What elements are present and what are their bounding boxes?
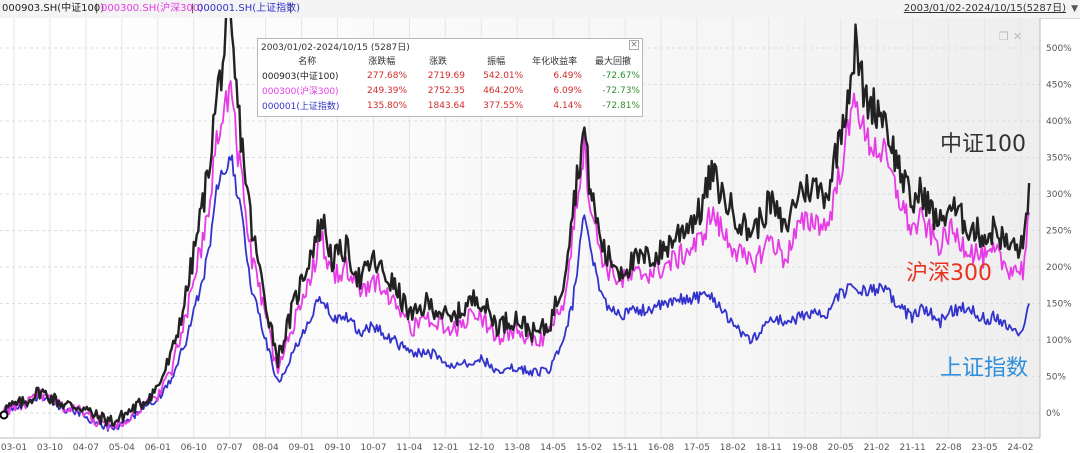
y-tick-label: 500% xyxy=(1046,44,1072,54)
x-tick-label: 24-02 xyxy=(1007,443,1033,453)
x-tick-label: 12-10 xyxy=(468,443,494,453)
x-tick-label: 17-05 xyxy=(684,443,710,453)
toolbar-separator: | xyxy=(95,3,99,14)
y-tick-label: 100% xyxy=(1046,336,1072,346)
stats-header-row: 名称 涨跌幅 涨跌 振幅 年化收益率 最大回撤 xyxy=(260,53,642,68)
stats-row[interactable]: 000300(沪深300) 249.39% 2752.35 464.20% 6.… xyxy=(260,83,642,98)
y-tick-label: 250% xyxy=(1046,227,1072,237)
x-tick-label: 08-04 xyxy=(253,443,279,453)
row-name: 000903(中证100) xyxy=(262,72,339,82)
x-tick-label: 11-04 xyxy=(396,443,422,453)
x-tick-label: 09-01 xyxy=(288,443,314,453)
y-tick-label: 450% xyxy=(1046,81,1072,91)
row-annual: 6.49% xyxy=(553,70,582,81)
triangle-down-icon[interactable]: ▼ xyxy=(1071,4,1078,14)
header-amplitude: 振幅 xyxy=(487,57,506,67)
series-tab-sse[interactable]: 000001.SH(上证指数) xyxy=(197,3,301,14)
row-annual: 4.14% xyxy=(553,100,582,111)
stats-panel-title: 2003/01/02-2024/10/15 (5287日) xyxy=(261,43,410,53)
row-amplitude: 377.55% xyxy=(483,100,524,111)
x-tick-label: 15-02 xyxy=(576,443,602,453)
series-line-2 xyxy=(1,154,1030,432)
x-tick-label: 10-07 xyxy=(360,443,386,453)
header-drawdown: 最大回撤 xyxy=(594,57,631,67)
row-drawdown: -72.67% xyxy=(602,70,640,81)
series-line-0 xyxy=(1,18,1031,427)
row-change-pct: 135.80% xyxy=(367,100,408,111)
y-tick-label: 200% xyxy=(1046,263,1072,273)
x-tick-label: 06-10 xyxy=(181,443,207,453)
x-tick-label: 20-05 xyxy=(828,443,854,453)
header-annual: 年化收益率 xyxy=(532,57,578,67)
y-tick-label: 50% xyxy=(1046,373,1066,383)
x-tick-label: 03-01 xyxy=(1,443,27,453)
stats-row[interactable]: 000903(中证100) 277.68% 2719.69 542.01% 6.… xyxy=(260,68,642,83)
row-drawdown: -72.81% xyxy=(602,100,640,111)
series-line-1 xyxy=(1,80,1030,431)
close-box-icon[interactable]: × xyxy=(629,40,639,50)
row-name: 000300(沪深300) xyxy=(262,87,339,97)
x-tick-label: 07-07 xyxy=(217,443,243,453)
y-tick-label: 400% xyxy=(1046,117,1072,127)
header-change-pct: 涨跌幅 xyxy=(368,57,396,67)
row-amplitude: 542.01% xyxy=(483,70,524,81)
x-tick-label: 22-08 xyxy=(935,443,961,453)
toolbar-separator: | xyxy=(191,3,195,14)
x-tick-label: 14-05 xyxy=(540,443,566,453)
row-drawdown: -72.73% xyxy=(602,85,640,96)
line-chart: 0% 50% 100% 150% 200% 250% 300% 350% 400% 450% 500… xyxy=(0,18,1072,453)
series-tab-hs300[interactable]: 000300.SH(沪深300) xyxy=(101,3,204,14)
header-name: 名称 xyxy=(298,57,317,67)
x-tick-label: 13-08 xyxy=(504,443,530,453)
stats-table: 名称 涨跌幅 涨跌 振幅 年化收益率 最大回撤 000903(中证100) 27… xyxy=(260,53,642,113)
y-tick-label: 0% xyxy=(1046,409,1061,419)
toolbar-separator: | xyxy=(289,3,293,14)
y-tick-label: 150% xyxy=(1046,300,1072,310)
x-tick-label: 06-01 xyxy=(145,443,171,453)
x-tick-label: 16-08 xyxy=(648,443,674,453)
row-annual: 6.09% xyxy=(553,85,582,96)
y-tick-label: 350% xyxy=(1046,154,1072,164)
x-tick-label: 03-10 xyxy=(37,443,63,453)
x-tick-label: 05-04 xyxy=(109,443,135,453)
x-tick-label: 23-05 xyxy=(971,443,997,453)
series-tab-csi100[interactable]: 000903.SH(中证100) xyxy=(2,3,105,14)
row-change-pct: 249.39% xyxy=(367,85,408,96)
row-change-pct: 277.68% xyxy=(367,70,408,81)
x-tick-label: 04-07 xyxy=(73,443,99,453)
y-tick-label: 300% xyxy=(1046,190,1072,200)
x-tick-label: 09-10 xyxy=(324,443,350,453)
date-range-link[interactable]: 2003/01/02-2024/10/15(5287日) xyxy=(903,3,1066,14)
row-change: 2719.69 xyxy=(427,70,465,81)
row-name: 000001(上证指数) xyxy=(262,102,340,112)
label-csi100: 中证100 xyxy=(940,132,1026,157)
restore-icon[interactable]: ❐ xyxy=(999,30,1013,43)
x-tick-label: 18-02 xyxy=(720,443,746,453)
header-change: 涨跌 xyxy=(429,57,448,67)
x-tick-label: 19-08 xyxy=(792,443,818,453)
label-sse: 上证指数 xyxy=(940,356,1029,381)
x-tick-label: 21-11 xyxy=(900,443,926,453)
x-tick-label: 15-11 xyxy=(612,443,638,453)
window-controls: ❐✕ xyxy=(999,30,1026,43)
close-icon[interactable]: ✕ xyxy=(1012,30,1027,43)
stats-panel: 2003/01/02-2024/10/15 (5287日) × 名称 涨跌幅 涨… xyxy=(257,38,643,117)
row-amplitude: 464.20% xyxy=(483,85,524,96)
x-tick-label: 12-01 xyxy=(432,443,458,453)
row-change: 1843.64 xyxy=(427,100,465,111)
start-marker xyxy=(0,410,9,420)
toolbar: 000903.SH(中证100) | 000300.SH(沪深300) | 00… xyxy=(0,0,1080,19)
row-change: 2752.35 xyxy=(427,85,465,96)
stats-row[interactable]: 000001(上证指数) 135.80% 1843.64 377.55% 4.1… xyxy=(260,98,642,113)
label-hs300: 沪深300 xyxy=(906,261,992,286)
x-tick-label: 18-11 xyxy=(756,443,782,453)
x-tick-label: 21-02 xyxy=(864,443,890,453)
